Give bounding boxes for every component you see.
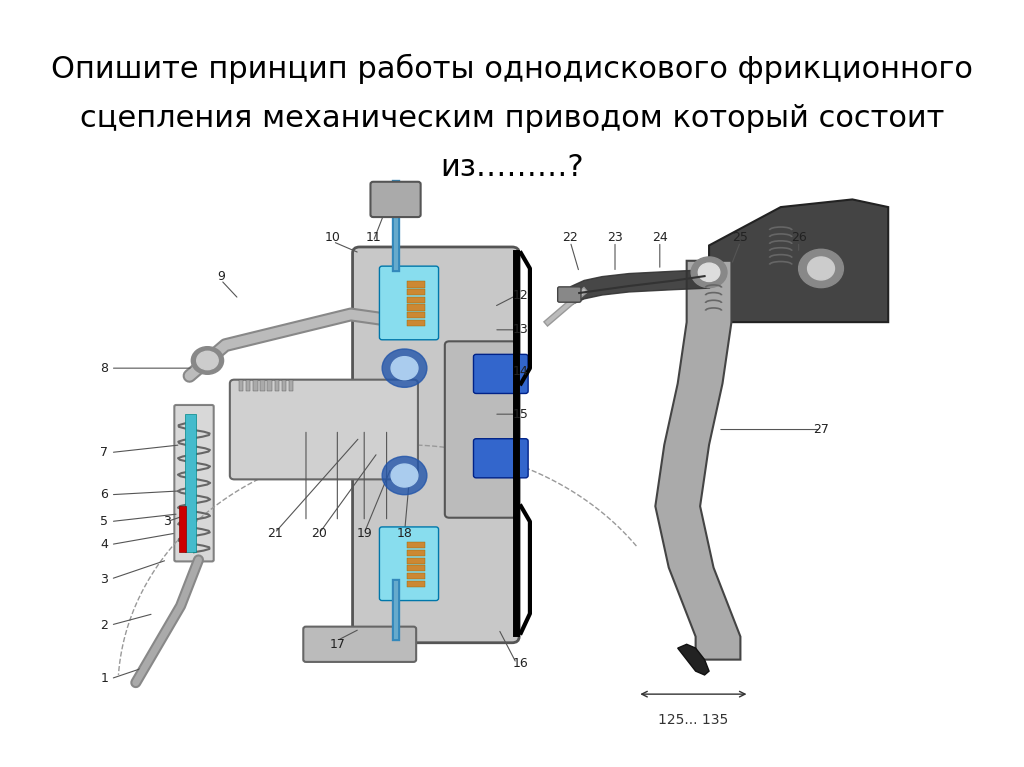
Bar bbox=[408, 565, 425, 571]
Text: 11: 11 bbox=[366, 232, 381, 244]
Bar bbox=[289, 380, 294, 391]
Bar bbox=[408, 320, 425, 326]
Circle shape bbox=[191, 347, 223, 374]
Text: 7: 7 bbox=[100, 446, 109, 459]
Text: 3: 3 bbox=[163, 515, 171, 528]
Text: 21: 21 bbox=[267, 527, 283, 539]
Text: 16: 16 bbox=[513, 657, 528, 670]
Bar bbox=[408, 312, 425, 318]
Text: 5: 5 bbox=[100, 515, 109, 528]
Circle shape bbox=[382, 456, 427, 495]
Text: 3: 3 bbox=[100, 573, 109, 585]
Circle shape bbox=[799, 249, 844, 288]
Text: 8: 8 bbox=[100, 362, 109, 374]
Polygon shape bbox=[655, 261, 740, 660]
Text: 19: 19 bbox=[356, 527, 372, 539]
FancyBboxPatch shape bbox=[558, 287, 581, 302]
Circle shape bbox=[691, 257, 727, 288]
Circle shape bbox=[698, 263, 720, 281]
FancyBboxPatch shape bbox=[473, 354, 528, 393]
Text: 15: 15 bbox=[513, 408, 528, 420]
Text: 20: 20 bbox=[311, 527, 328, 539]
Text: 22: 22 bbox=[562, 232, 579, 244]
Text: 14: 14 bbox=[513, 366, 528, 378]
Bar bbox=[408, 297, 425, 303]
Bar bbox=[239, 380, 244, 391]
Text: 24: 24 bbox=[652, 232, 668, 244]
Text: Опишите принцип работы однодискового фрикционного: Опишите принцип работы однодискового фри… bbox=[51, 54, 973, 84]
Bar bbox=[253, 380, 258, 391]
FancyBboxPatch shape bbox=[444, 341, 516, 518]
Bar bbox=[185, 414, 196, 552]
Text: 1: 1 bbox=[100, 673, 109, 685]
Text: 25: 25 bbox=[732, 232, 749, 244]
Text: 12: 12 bbox=[513, 289, 528, 301]
Bar bbox=[274, 380, 280, 391]
FancyBboxPatch shape bbox=[174, 405, 214, 561]
Text: 13: 13 bbox=[513, 324, 528, 336]
FancyBboxPatch shape bbox=[380, 527, 438, 601]
Bar bbox=[246, 380, 251, 391]
Circle shape bbox=[808, 257, 835, 280]
Text: 23: 23 bbox=[607, 232, 623, 244]
Text: 2: 2 bbox=[100, 619, 109, 631]
FancyBboxPatch shape bbox=[303, 627, 416, 662]
Text: 10: 10 bbox=[325, 232, 341, 244]
Bar bbox=[267, 380, 272, 391]
Bar bbox=[179, 506, 186, 552]
Bar bbox=[408, 581, 425, 587]
Circle shape bbox=[382, 349, 427, 387]
Text: 9: 9 bbox=[217, 270, 225, 282]
Bar bbox=[408, 281, 425, 288]
FancyBboxPatch shape bbox=[352, 247, 519, 643]
FancyBboxPatch shape bbox=[380, 266, 438, 340]
Circle shape bbox=[197, 351, 218, 370]
FancyBboxPatch shape bbox=[473, 439, 528, 478]
Circle shape bbox=[391, 357, 418, 380]
Bar bbox=[408, 542, 425, 548]
Text: 27: 27 bbox=[813, 423, 829, 436]
FancyBboxPatch shape bbox=[371, 182, 421, 217]
Text: сцепления механическим приводом который состоит: сцепления механическим приводом который … bbox=[80, 104, 944, 133]
Text: 18: 18 bbox=[396, 527, 413, 539]
Bar bbox=[408, 304, 425, 311]
Bar bbox=[408, 550, 425, 556]
Bar bbox=[408, 558, 425, 564]
Bar bbox=[260, 380, 265, 391]
Text: 17: 17 bbox=[330, 638, 345, 650]
Polygon shape bbox=[678, 644, 709, 675]
Polygon shape bbox=[709, 199, 888, 322]
Bar bbox=[408, 289, 425, 295]
Text: 4: 4 bbox=[100, 538, 109, 551]
Bar bbox=[282, 380, 287, 391]
Text: 125... 135: 125... 135 bbox=[657, 713, 728, 727]
FancyBboxPatch shape bbox=[229, 380, 418, 479]
Text: из………?: из………? bbox=[440, 153, 584, 183]
Circle shape bbox=[391, 464, 418, 487]
Text: 6: 6 bbox=[100, 489, 109, 501]
Text: 26: 26 bbox=[791, 232, 807, 244]
Bar bbox=[408, 573, 425, 579]
